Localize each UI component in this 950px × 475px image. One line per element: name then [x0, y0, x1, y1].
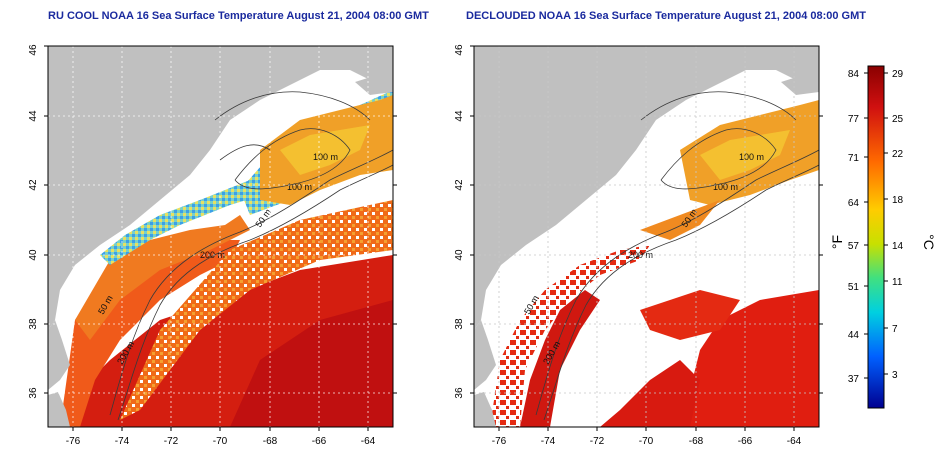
right-map-image: 100 m 100 m 50 m 200 m 50 m 200 m — [474, 46, 819, 427]
colorbar-f-tick: 84 — [848, 69, 860, 80]
lat-tick-label: 40 — [454, 249, 465, 261]
lon-tick-label: -74 — [115, 436, 130, 447]
contour-label: 200 m — [200, 250, 225, 260]
contour-label: 100 m — [739, 152, 764, 162]
lat-tick-label: 42 — [28, 179, 39, 191]
lat-tick-label: 38 — [454, 318, 465, 330]
colorbar-c-tick: 25 — [892, 114, 904, 125]
lon-tick-label: -64 — [787, 436, 802, 447]
colorbar-f-label: °F — [829, 235, 845, 249]
colorbar-f-tick: 51 — [848, 282, 860, 293]
colorbar: 84 77 71 64 57 51 44 37 29 25 22 18 14 1… — [829, 65, 937, 409]
colorbar-f-tick: 77 — [848, 114, 860, 125]
colorbar-c-tick: 18 — [892, 195, 904, 206]
right-panel-title: DECLOUDED NOAA 16 Sea Surface Temperatur… — [466, 10, 866, 22]
contour-label: 100 m — [713, 182, 738, 192]
colorbar-c-tick: 11 — [892, 277, 903, 288]
colorbar-c-tick: 22 — [892, 149, 904, 160]
colorbar-c-label: °C — [921, 234, 937, 250]
colorbar-c-tick: 3 — [892, 370, 898, 381]
lat-tick-label: 44 — [28, 110, 39, 122]
lat-tick-label: 36 — [28, 387, 39, 399]
lat-tick-label: 46 — [28, 44, 39, 56]
colorbar-c-tick: 29 — [892, 69, 904, 80]
colorbar-f-tick: 64 — [848, 198, 860, 209]
colorbar-c-tick: 14 — [892, 241, 904, 252]
lon-tick-label: -68 — [689, 436, 704, 447]
contour-label: 100 m — [287, 182, 312, 192]
lon-tick-label: -72 — [164, 436, 179, 447]
colorbar-f-tick: 71 — [848, 153, 860, 164]
lat-tick-label: 40 — [28, 249, 39, 261]
colorbar-f-tick: 37 — [848, 374, 860, 385]
lat-tick-label: 42 — [454, 179, 465, 191]
lat-tick-label: 38 — [28, 318, 39, 330]
lon-tick-label: -66 — [738, 436, 753, 447]
lon-tick-label: -70 — [639, 436, 654, 447]
lat-tick-label: 46 — [454, 44, 465, 56]
lon-tick-label: -64 — [361, 436, 376, 447]
lon-tick-label: -72 — [590, 436, 605, 447]
lon-tick-label: -76 — [492, 436, 507, 447]
lon-tick-label: -76 — [66, 436, 81, 447]
lon-tick-label: -70 — [213, 436, 228, 447]
lon-tick-label: -74 — [541, 436, 556, 447]
lon-tick-label: -66 — [312, 436, 327, 447]
lat-tick-label: 36 — [454, 387, 465, 399]
colorbar-f-tick: 57 — [848, 241, 860, 252]
lat-tick-label: 44 — [454, 110, 465, 122]
colorbar-c-tick: 7 — [892, 324, 898, 335]
lon-tick-label: -68 — [263, 436, 278, 447]
left-panel-title: RU COOL NOAA 16 Sea Surface Temperature … — [48, 10, 429, 22]
left-map-image: 100 m 100 m 50 m 200 m 50 m 200 m — [48, 46, 393, 427]
colorbar-f-tick: 44 — [848, 330, 860, 341]
contour-label: 100 m — [313, 152, 338, 162]
